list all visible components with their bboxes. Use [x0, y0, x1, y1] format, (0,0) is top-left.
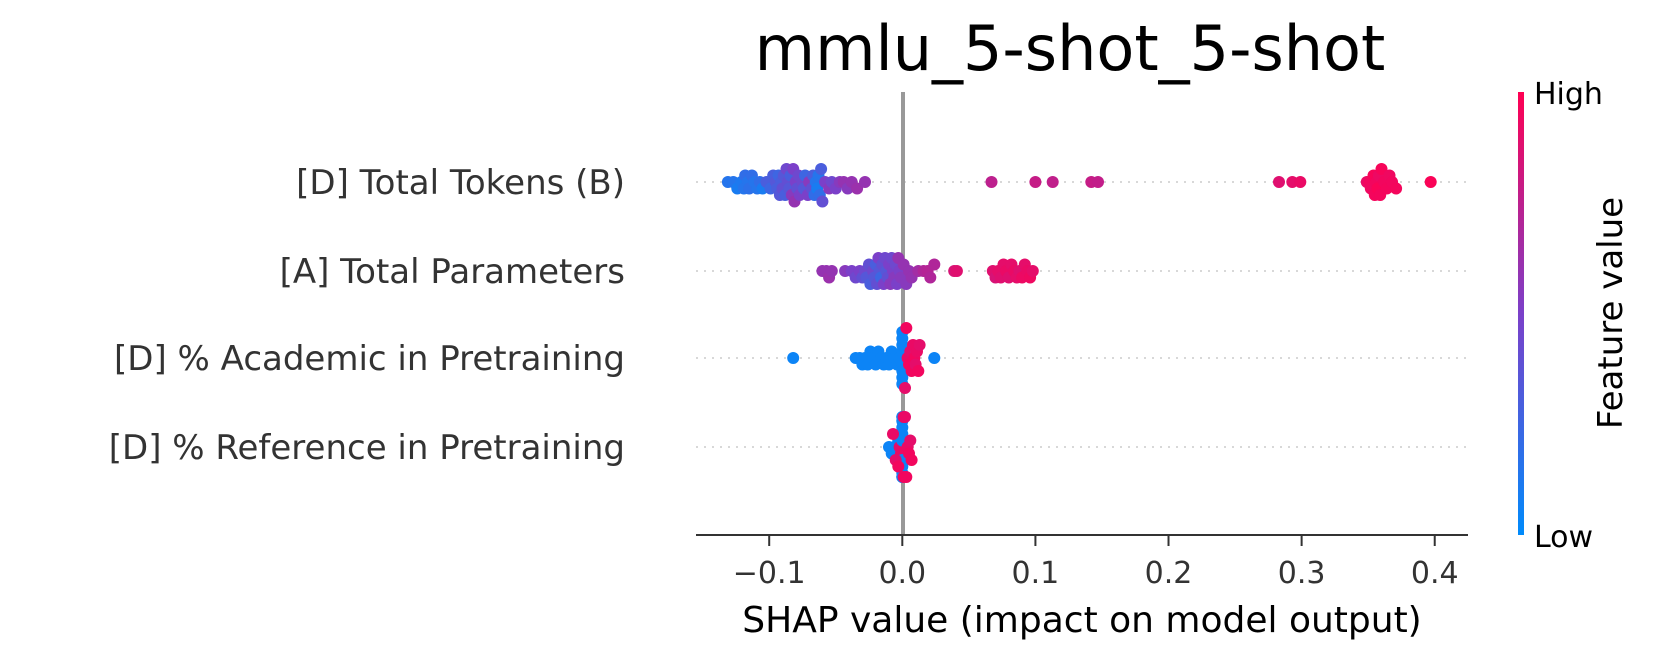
colorbar-high-label: High	[1534, 77, 1603, 112]
shap-point	[897, 411, 910, 423]
x-tick-label: 0.3	[1278, 556, 1326, 591]
colorbar-low-label: Low	[1534, 520, 1593, 555]
shap-point	[859, 176, 871, 188]
shap-point	[815, 163, 828, 175]
shap-point	[904, 434, 917, 447]
shap-point	[851, 182, 864, 195]
x-tick-label: 0.4	[1411, 556, 1459, 591]
shap-point	[1273, 176, 1285, 188]
colorbar	[1518, 92, 1524, 535]
shap-point	[900, 322, 913, 334]
shap-point	[1092, 176, 1104, 188]
feature-label: [D] % Academic in Pretraining	[114, 339, 625, 379]
shap-point	[1046, 176, 1059, 188]
shap-point	[912, 365, 925, 377]
shap-point	[900, 471, 913, 483]
shap-point	[1375, 163, 1388, 175]
shap-point	[892, 460, 905, 473]
shap-point	[928, 352, 941, 364]
shap-point	[816, 195, 829, 208]
shap-point	[887, 428, 899, 440]
shap-point	[950, 265, 963, 277]
shap-point	[1390, 182, 1403, 195]
shap-point	[985, 176, 998, 188]
shap-point	[913, 339, 926, 351]
x-tick-label: −0.1	[733, 556, 806, 591]
shap-point	[1026, 265, 1039, 277]
chart-title: mmlu_5-shot_5-shot	[755, 12, 1386, 85]
shap-point	[787, 352, 800, 364]
x-tick-label: 0.2	[1145, 556, 1193, 591]
shap-point	[899, 382, 911, 394]
shap-point	[1294, 176, 1307, 188]
shap-point	[924, 271, 937, 284]
colorbar-title: Feature value	[1591, 197, 1631, 429]
shap-point	[1424, 176, 1437, 188]
shap-point	[1029, 176, 1042, 188]
x-tick-label: 0.0	[878, 556, 926, 591]
shap-point	[928, 258, 941, 271]
shap-point	[825, 265, 838, 277]
x-axis-label: SHAP value (impact on model output)	[742, 600, 1421, 641]
shap-point	[905, 454, 918, 466]
x-tick-label: 0.1	[1012, 556, 1060, 591]
feature-label: [A] Total Parameters	[280, 252, 625, 292]
feature-label: [D] % Reference in Pretraining	[109, 428, 625, 468]
feature-label: [D] Total Tokens (B)	[296, 163, 625, 203]
